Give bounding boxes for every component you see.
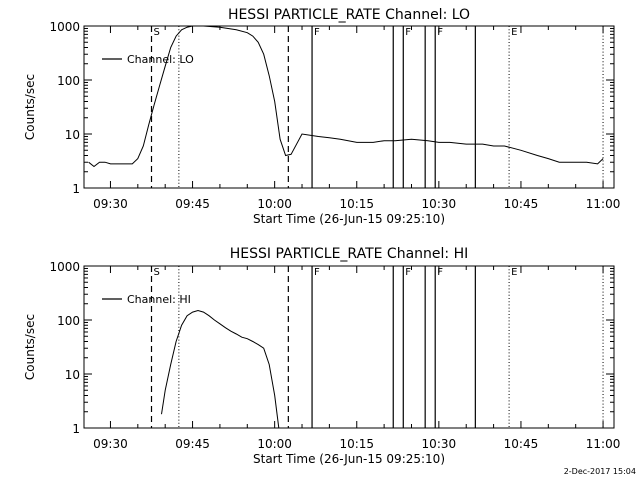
event-marker-label: S bbox=[154, 267, 160, 278]
chart-title: HESSI PARTICLE_RATE Channel: HI bbox=[230, 246, 468, 262]
x-tick-label: 11:00 bbox=[586, 197, 621, 211]
y-axis-label: Counts/sec bbox=[23, 314, 37, 380]
event-marker-label: E bbox=[511, 27, 517, 38]
x-tick-label: 10:30 bbox=[422, 197, 457, 211]
event-marker-label: F bbox=[314, 267, 320, 278]
x-tick-label: 09:45 bbox=[175, 437, 210, 451]
event-marker-label: F bbox=[437, 27, 443, 38]
chart-panel-hi: HESSI PARTICLE_RATE Channel: HI 09:30 09:4… bbox=[23, 246, 620, 466]
x-tick-label: 10:15 bbox=[339, 197, 374, 211]
x-tick-label: 10:15 bbox=[339, 437, 374, 451]
x-tick-label: 09:45 bbox=[175, 197, 210, 211]
legend-label: Channel: LO bbox=[127, 53, 194, 66]
footer-timestamp: 2-Dec-2017 15:04 bbox=[564, 467, 636, 476]
event-marker-label: F bbox=[405, 267, 411, 278]
x-tick-label: 10:30 bbox=[422, 437, 457, 451]
x-axis-label: Start Time (26-Jun-15 09:25:10) bbox=[253, 452, 445, 466]
x-tick-label: 10:45 bbox=[504, 437, 539, 451]
x-tick-label: 10:00 bbox=[257, 437, 292, 451]
series-line bbox=[88, 25, 604, 168]
y-tick-label: 100 bbox=[57, 74, 80, 88]
x-tick-label: 09:30 bbox=[93, 437, 128, 451]
y-tick-label: 10 bbox=[65, 128, 80, 142]
x-axis-label: Start Time (26-Jun-15 09:25:10) bbox=[253, 212, 445, 226]
y-tick-label: 1 bbox=[72, 422, 80, 436]
chart-panel-lo: HESSI PARTICLE_RATE Channel: LO 09:30 09:4… bbox=[23, 7, 620, 226]
event-marker-label: F bbox=[314, 27, 320, 38]
y-tick-label: 1000 bbox=[49, 20, 80, 34]
x-tick-label: 10:00 bbox=[257, 197, 292, 211]
event-marker-label: F bbox=[437, 267, 443, 278]
event-marker-label: F bbox=[405, 27, 411, 38]
y-tick-label: 10 bbox=[65, 368, 80, 382]
series-line bbox=[161, 309, 280, 429]
x-tick-label: 10:45 bbox=[504, 197, 539, 211]
legend-label: Channel: HI bbox=[127, 293, 191, 306]
y-axis-label: Counts/sec bbox=[23, 74, 37, 140]
event-marker-label: S bbox=[154, 27, 160, 38]
y-tick-label: 1000 bbox=[49, 260, 80, 274]
plot-frame bbox=[83, 25, 615, 189]
x-tick-label: 11:00 bbox=[586, 437, 621, 451]
x-tick-label: 09:30 bbox=[93, 197, 128, 211]
chart-title: HESSI PARTICLE_RATE Channel: LO bbox=[228, 7, 470, 23]
plot-frame bbox=[83, 265, 615, 429]
event-marker-label: E bbox=[511, 267, 517, 278]
y-tick-label: 1 bbox=[72, 182, 80, 196]
y-tick-label: 100 bbox=[57, 314, 80, 328]
